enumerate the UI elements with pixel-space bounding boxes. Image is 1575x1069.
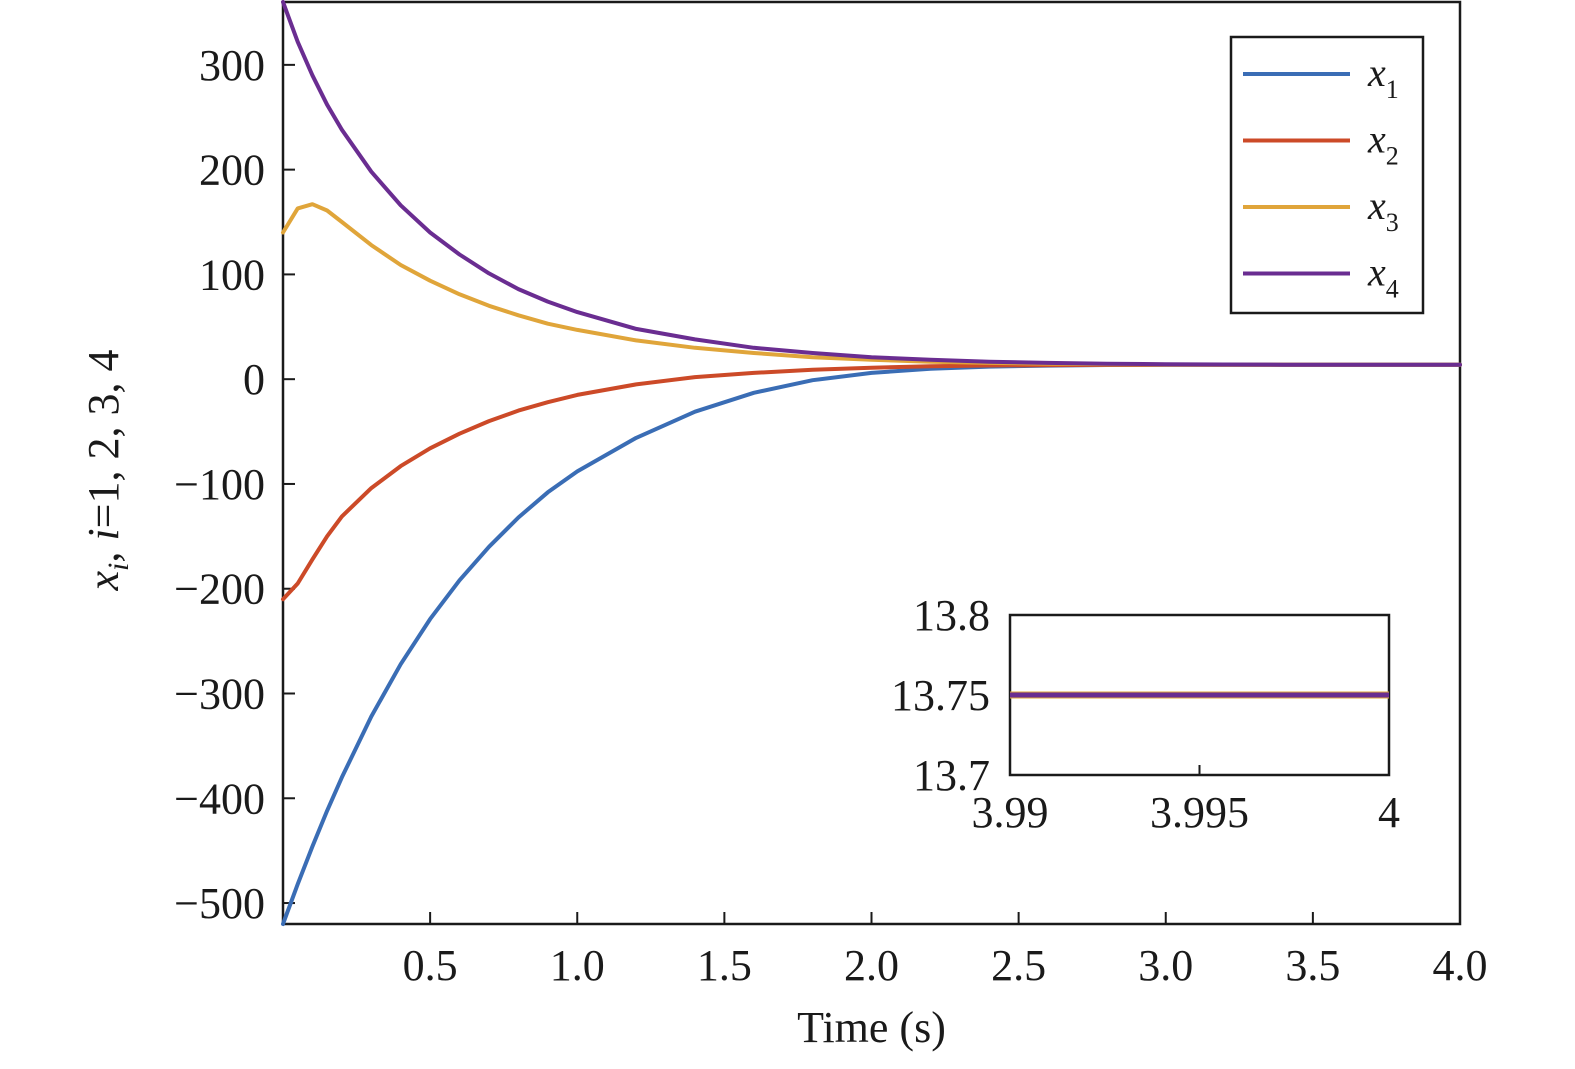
x-tick-label: 1.0 bbox=[550, 941, 605, 990]
y-axis-title: xi, i=1, 2, 3, 4 bbox=[79, 350, 135, 592]
legend: x1 x2 x3 x4 bbox=[1229, 35, 1425, 315]
inset-y-tick-label: 13.8 bbox=[913, 591, 990, 640]
y-tick-label: 200 bbox=[199, 146, 265, 195]
main-axes: 300 200 100 0 −100 −200 −300 −400 −500 0.5 1.0 1.5 2… bbox=[174, 0, 1488, 990]
y-tick-label: −500 bbox=[174, 879, 265, 928]
legend-label-x1: x1 bbox=[1367, 50, 1399, 104]
x-tick-label: 0.5 bbox=[403, 941, 458, 990]
y-tick-label: 300 bbox=[199, 41, 265, 90]
y-tick-label: 100 bbox=[199, 250, 265, 299]
x-tick-label: 2.0 bbox=[844, 941, 899, 990]
inset-chart: 13.8 13.75 13.73.99 3.995 4 bbox=[891, 591, 1400, 837]
legend-label-x3: x3 bbox=[1367, 183, 1399, 237]
y-tick-label: −400 bbox=[174, 774, 265, 823]
x-tick-label: 2.5 bbox=[991, 941, 1046, 990]
main-series-group bbox=[281, 0, 1462, 926]
legend-box bbox=[1229, 35, 1425, 315]
series-line-x4 bbox=[281, 0, 1462, 367]
y-tick-label: −100 bbox=[174, 460, 265, 509]
inset-x-tick-label: 3.995 bbox=[1150, 788, 1249, 837]
legend-label-x2: x2 bbox=[1367, 117, 1399, 171]
y-tick-label: −300 bbox=[174, 670, 265, 719]
series-line-x2 bbox=[281, 362, 1462, 602]
inset-y-tick-label: 13.7 bbox=[913, 751, 990, 800]
legend-label-x4: x4 bbox=[1367, 250, 1399, 304]
x-axis-title: Time (s) bbox=[797, 1003, 946, 1052]
x-tick-label: 3.5 bbox=[1285, 941, 1340, 990]
x-tick-label: 3.0 bbox=[1138, 941, 1193, 990]
y-tick-label: 0 bbox=[243, 355, 265, 404]
y-tick-label: −200 bbox=[174, 565, 265, 614]
inset-x-tick-label: 3.99 bbox=[972, 788, 1049, 837]
inset-y-tick-label: 13.75 bbox=[891, 671, 990, 720]
x-tick-label: 1.5 bbox=[697, 941, 752, 990]
inset-x-tick-label: 4 bbox=[1378, 788, 1400, 837]
x-tick-label: 4.0 bbox=[1433, 941, 1488, 990]
